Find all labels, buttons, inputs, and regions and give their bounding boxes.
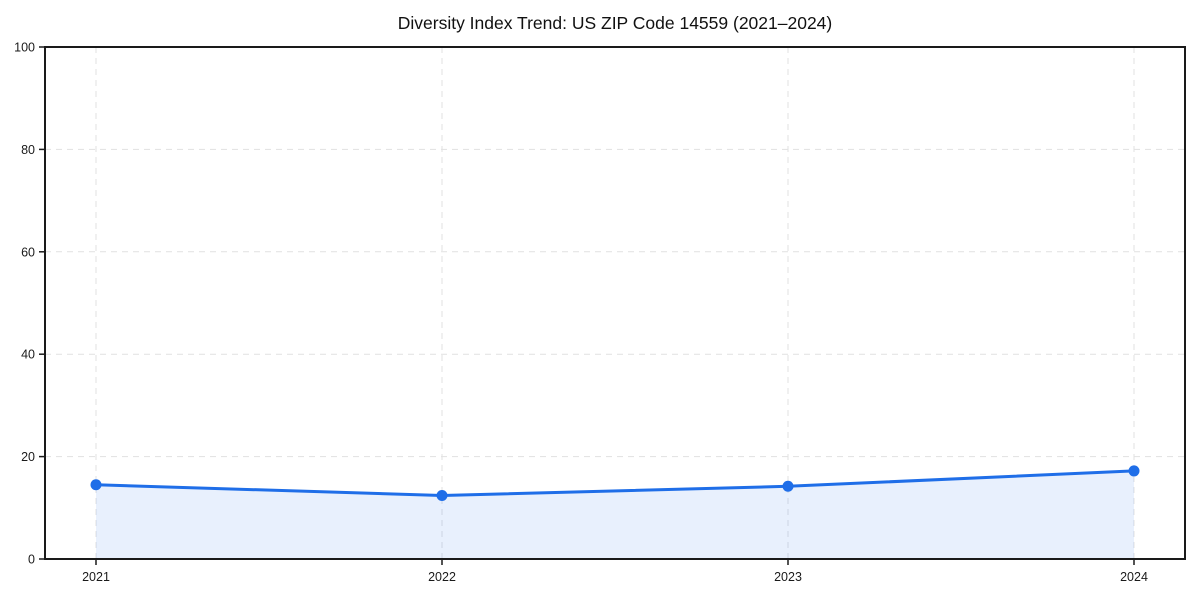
y-tick-label: 20 xyxy=(21,450,35,464)
y-tick-label: 0 xyxy=(28,553,35,567)
area-fill xyxy=(96,470,1134,559)
trend-line xyxy=(94,469,1136,498)
y-tick-label: 100 xyxy=(14,41,35,55)
axes xyxy=(39,46,1186,565)
diversity-index-series xyxy=(90,465,1140,559)
data-point xyxy=(1128,465,1140,477)
y-tick-label: 40 xyxy=(21,348,35,362)
x-tick-label: 2024 xyxy=(1120,570,1148,584)
data-point xyxy=(436,490,448,502)
chart-title: Diversity Index Trend: US ZIP Code 14559… xyxy=(398,13,833,33)
x-tick-label: 2023 xyxy=(774,570,802,584)
gridlines xyxy=(45,47,1185,559)
data-point xyxy=(90,479,102,491)
data-point xyxy=(782,480,794,492)
y-tick-label: 80 xyxy=(21,143,35,157)
tick-labels: 0 20 40 60 80 100 2021 2022 2023 2024 xyxy=(14,41,1148,585)
x-tick-label: 2022 xyxy=(428,570,456,584)
x-tick-label: 2021 xyxy=(82,570,110,584)
y-tick-label: 60 xyxy=(21,245,35,259)
plot-frame xyxy=(44,46,1186,560)
